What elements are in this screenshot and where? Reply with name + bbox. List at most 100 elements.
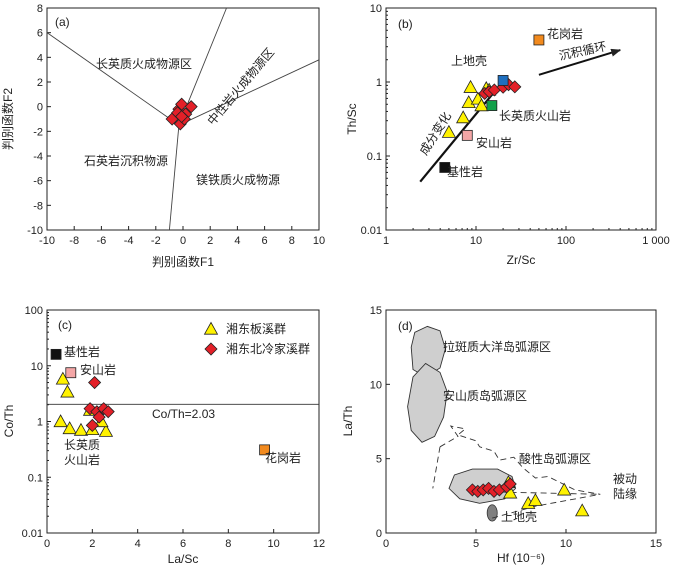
panel-a-discriminant-plot: (a) -10 -8 -6 -4 -2 0 2 4 6 8 10 -10 -8 -6 -4 -2 0 2 4 6 8 长… [0,3,325,269]
triangle-point [474,98,489,112]
y-tick-label: 15 [370,305,382,317]
region-intermediate-igneous: 中性岩火成物源区 [204,45,277,128]
region-felsic-igneous: 长英质火成物源区 [96,57,192,71]
panel-d-ylabel: La/Th [341,406,355,437]
reference-square [259,444,271,456]
ref-label-upper-crust: 上地壳 [451,54,487,68]
boundary-line [168,125,180,231]
y-tick-label: 0.01 [361,225,382,237]
boundary-line [46,32,180,126]
x-tick-label: 6 [180,538,186,550]
panel-b-ticks: 1 10 100 1 000 0.01 0.1 1 10 [361,3,670,247]
x-tick-label: 6 [262,235,268,247]
y-tick-label: -8 [33,200,43,212]
region-passive-2: 陆缘 [613,486,637,501]
panel-d-xlabel: Hf (10⁻⁶) [497,551,545,565]
panel-d-points [465,475,590,517]
legend-diamond-icon [204,342,218,356]
c-label-granite: 花岗岩 [265,450,301,465]
triangle-point [73,422,89,436]
legend-label-banxi: 湘东板溪群 [226,321,286,336]
panel-c-reference-squares [50,348,271,456]
panel-b-label: (b) [398,17,413,31]
panel-d-ticks: 0 5 10 15 0 5 10 15 [370,305,662,550]
upper-crust-ellipse [486,504,498,522]
panel-b-trend-lines [419,48,622,183]
y-tick-label: -10 [27,225,43,237]
diamond-point [85,418,99,433]
diamond-point [101,405,115,419]
x-tick-label: 8 [289,235,295,247]
x-tick-label: 0 [383,538,389,550]
x-tick-label: 12 [313,538,325,550]
y-tick-label: 1 [376,77,382,89]
y-tick-label: 0.1 [367,151,382,163]
y-tick-label: 5 [376,454,382,466]
x-tick-label: 8 [225,538,231,550]
triangle-point [557,482,572,496]
y-tick-label: 0 [376,528,382,540]
panel-d-frame [385,309,657,534]
dashed-trend-line [492,493,601,519]
source-field [407,362,448,443]
y-tick-label: 2 [37,77,43,89]
panel-d-dashed-lines [432,425,601,519]
x-tick-label: 5 [473,538,479,550]
region-mafic-igneous: 镁铁质火成物源 [196,173,280,187]
diamond-point [88,375,102,390]
region-tholeiitic-arc: 拉斑质大洋岛弧源区 [443,339,551,354]
x-tick-label: 4 [135,538,141,550]
region-quartzose-sedimentary: 石英岩沉积物源 [84,153,168,168]
y-tick-label: -6 [33,176,43,188]
reference-square [533,34,545,46]
y-tick-label: -4 [33,151,43,163]
c-label-basalt: 基性岩 [64,344,100,359]
triangle-point [62,421,77,435]
ref-label-granite: 花岗岩 [547,26,583,41]
diamond-point [184,100,198,114]
y-tick-label: 8 [37,3,43,15]
panel-b-xlabel: Zr/Sc [507,253,536,267]
y-tick-label: 1 [37,417,43,429]
ref-label-andesite: 安山岩 [476,135,512,150]
dashed-trend-line [432,446,441,489]
region-andesitic-arc: 安山质岛弧源区 [443,388,527,403]
triangle-point [441,124,457,138]
x-tick-label: 0 [180,235,186,247]
triangle-point [53,414,68,428]
boundary-line [178,59,320,126]
y-tick-label: 0.01 [22,528,43,540]
diamond-point [508,80,522,94]
x-tick-label: 10 [313,235,325,247]
diamond-point [503,477,517,491]
region-passive-1: 被动 [613,472,637,486]
y-tick-label: 10 [370,379,382,391]
y-tick-label: 10 [31,361,43,373]
y-tick-label: 10 [370,3,382,15]
panel-a-points [165,97,198,131]
panel-c-ticks: 0 2 4 6 8 10 12 0.01 0.1 1 10 100 [22,305,326,550]
region-felsic-arc: 酸性岛弧源区 [519,451,591,466]
diamond-point [175,109,189,124]
y-tick-label: 4 [37,52,43,64]
x-tick-label: 2 [89,538,95,550]
triangle-point [461,95,476,109]
c-label-andesite: 安山岩 [80,362,116,377]
panel-d-lath-hf-plot: (d) 0 5 10 15 0 5 10 15 拉斑质大洋岛弧源区 安山质岛弧源区 酸性岛弧源… [341,305,662,565]
x-tick-label: -10 [39,235,55,247]
x-tick-label: 4 [234,235,240,247]
panel-d-label: (d) [398,319,413,333]
x-tick-label: 1 [383,235,389,247]
panel-b-frame [385,7,657,231]
y-tick-label: 0 [37,102,43,114]
panel-c-legend: 湘东板溪群 湘东北冷家溪群 [203,321,310,356]
annotation-sedimentary-recycling: 沉积循环 [558,39,608,63]
hline-label: Co/Th=2.03 [152,407,215,421]
reference-square [461,129,473,141]
panel-a-label: (a) [55,15,70,29]
panel-a-ticks: -10 -8 -6 -4 -2 0 2 4 6 8 10 -10 -8 -6 -4 -2 0 2 4 6 8 [27,3,325,247]
panel-c-xlabel: La/Sc [168,552,199,566]
c-label-felsic-1: 长英质 [64,438,100,452]
